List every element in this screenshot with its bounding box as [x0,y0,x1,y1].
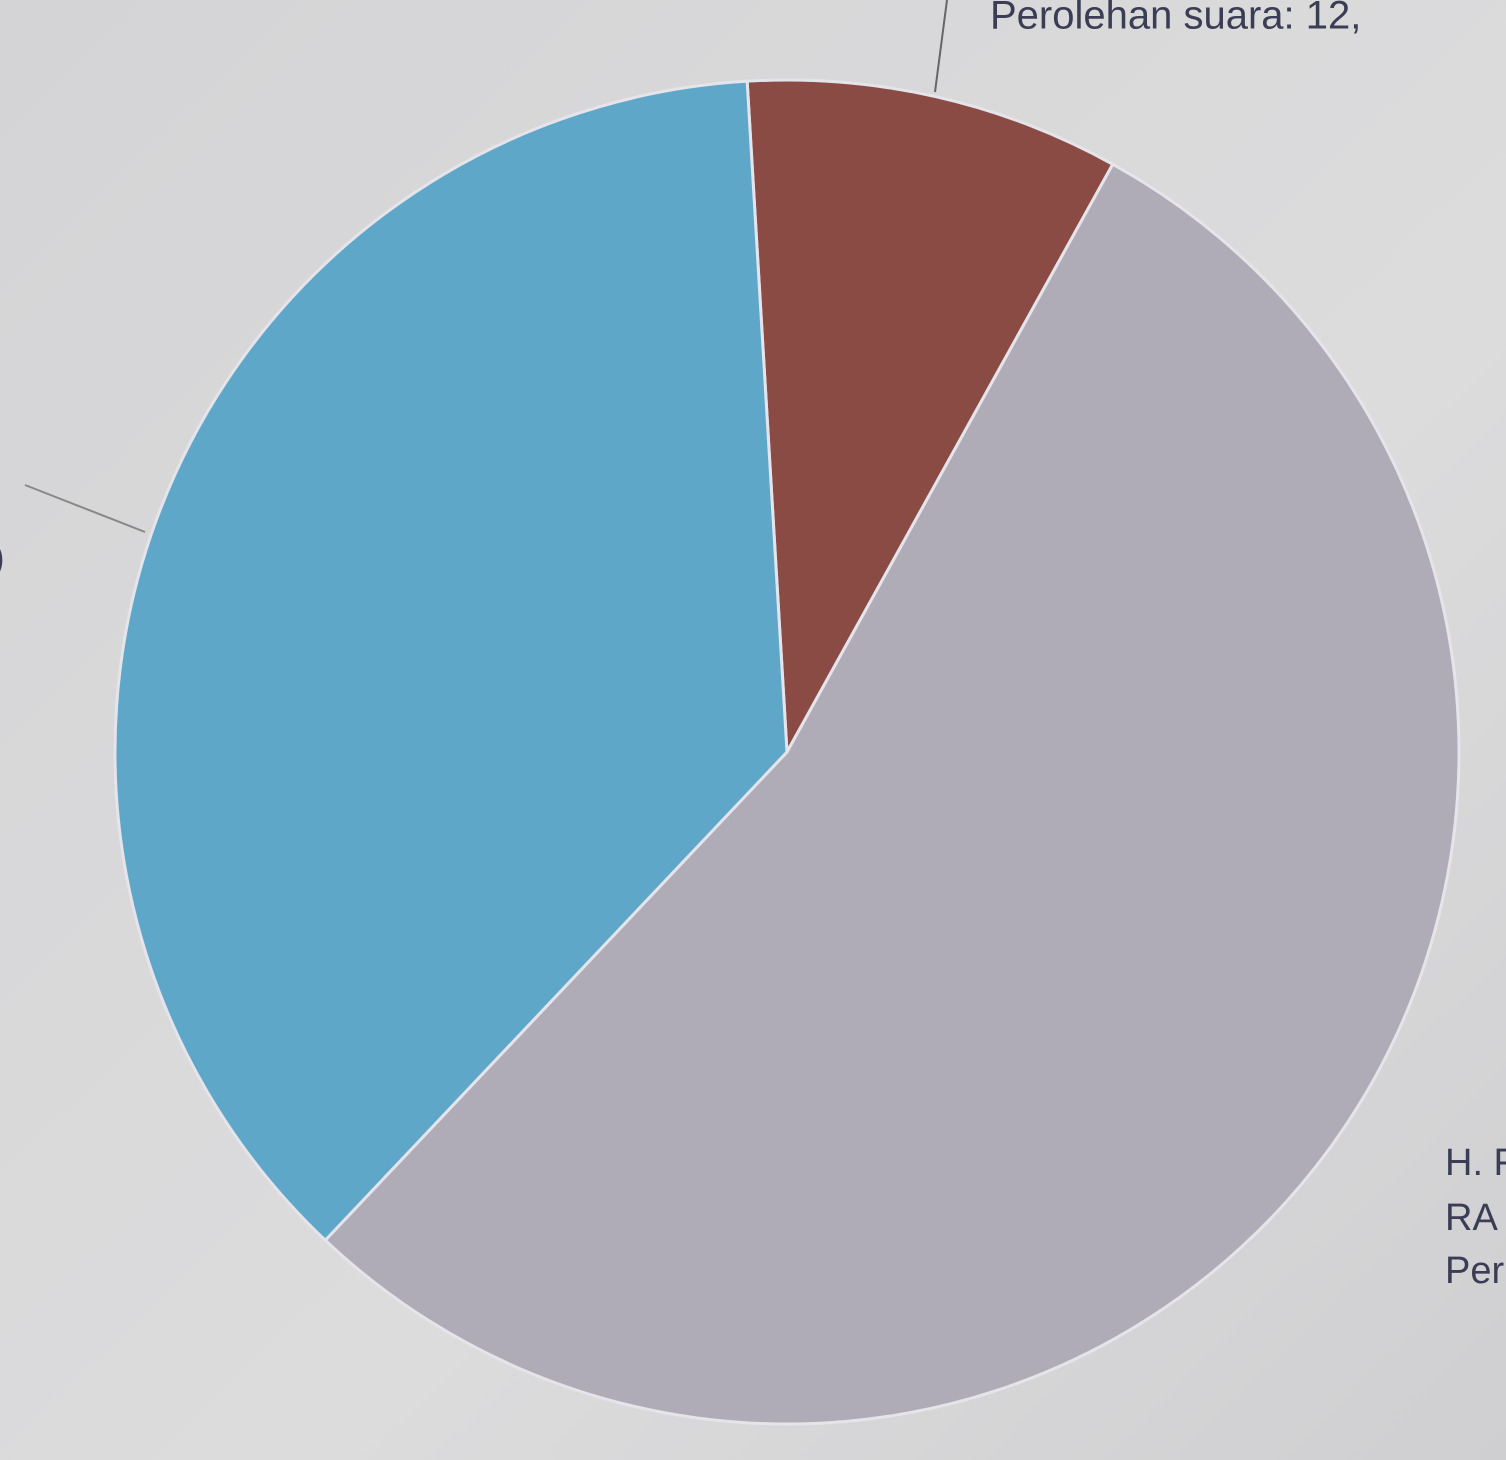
leader-line [934,0,948,93]
leader-line [24,484,146,533]
annotation: RA [1445,1197,1498,1239]
pie-slice [745,78,1115,758]
annotation: Perolehan suara: 12, [990,0,1361,38]
annotation: ) [0,537,5,579]
pie [113,78,1461,1426]
annotation: Per [1445,1250,1504,1292]
pie-slice [113,79,789,1243]
annotation: H. F [1445,1142,1506,1184]
pie-slice [323,162,1461,1426]
